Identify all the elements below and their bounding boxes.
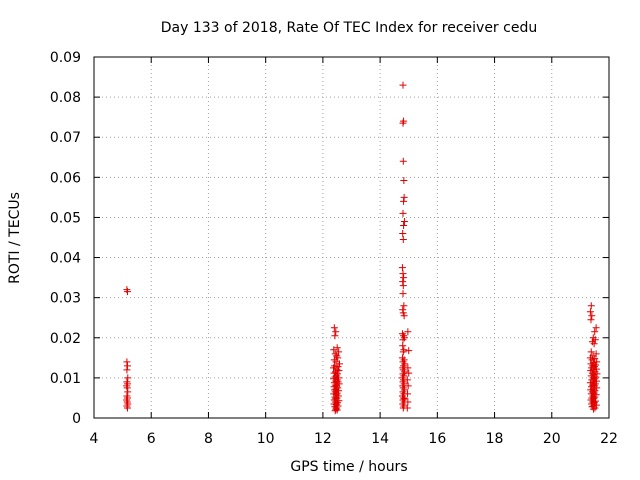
data-point	[586, 308, 594, 316]
data-point	[334, 363, 342, 371]
data-point	[404, 328, 412, 336]
data-point	[590, 405, 598, 413]
data-point	[332, 405, 340, 413]
data-point	[592, 397, 600, 405]
y-axis-label: ROTI / TECUs	[7, 192, 23, 284]
y-tick-label: 0	[72, 411, 81, 427]
data-point	[399, 236, 407, 244]
data-point	[123, 384, 131, 392]
y-tick-label: 0.09	[50, 50, 81, 66]
data-point	[400, 274, 408, 282]
data-point	[400, 217, 408, 225]
data-point	[403, 376, 411, 384]
data-point	[331, 332, 339, 340]
data-point	[124, 374, 132, 382]
y-tick-label: 0.02	[50, 331, 81, 347]
data-point	[400, 302, 408, 310]
data-point	[399, 306, 407, 314]
data-point	[400, 312, 408, 320]
x-tick-label: 10	[257, 431, 275, 447]
data-point	[404, 364, 412, 372]
data-point	[399, 119, 407, 127]
data-point	[404, 390, 412, 398]
data-point	[399, 348, 407, 356]
x-tick-label: 18	[486, 431, 504, 447]
x-tick-label: 8	[204, 431, 213, 447]
data-point	[399, 157, 407, 165]
data-point	[592, 324, 600, 332]
data-point	[400, 177, 408, 185]
data-point	[399, 278, 407, 286]
data-point	[399, 336, 407, 344]
data-point	[123, 358, 131, 366]
data-point	[399, 229, 407, 237]
y-tick-label: 0.05	[50, 210, 81, 226]
x-axis-ticks: 4 6 8 10 12 14 16 18 20 22	[90, 57, 618, 447]
data-point	[404, 398, 412, 406]
y-tick-label: 0.07	[50, 130, 81, 146]
data-point	[587, 316, 595, 324]
data-point	[399, 209, 407, 217]
data-point	[398, 264, 406, 272]
data-point	[399, 290, 407, 298]
data-point	[330, 324, 338, 332]
data-point	[593, 358, 601, 366]
data-point	[403, 404, 411, 412]
data-point	[592, 361, 600, 369]
data-point	[332, 328, 340, 336]
data-point	[399, 81, 407, 89]
data-points	[123, 81, 601, 415]
data-point	[399, 270, 407, 278]
data-point	[124, 388, 132, 396]
data-point	[330, 346, 338, 354]
data-point	[399, 282, 407, 290]
data-point	[123, 362, 131, 370]
data-point	[593, 370, 601, 378]
data-point	[401, 395, 409, 403]
data-point	[405, 369, 413, 377]
data-point	[400, 193, 408, 201]
data-point	[587, 348, 595, 356]
x-tick-label: 12	[314, 431, 332, 447]
data-point	[123, 404, 131, 412]
data-point	[335, 367, 343, 375]
x-tick-label: 16	[428, 431, 446, 447]
y-tick-label: 0.06	[50, 170, 81, 186]
y-tick-label: 0.01	[50, 371, 81, 387]
data-point	[123, 366, 131, 374]
axes-frame	[93, 56, 610, 419]
y-axis-ticks: 0 0.01 0.02 0.03 0.04 0.05 0.06 0.07 0.08 0.09	[50, 50, 609, 427]
data-point	[591, 404, 599, 412]
grid-lines	[94, 57, 609, 418]
x-tick-label: 4	[90, 431, 99, 447]
data-point	[399, 342, 407, 350]
x-tick-label: 22	[600, 431, 618, 447]
chart-title: Day 133 of 2018, Rate Of TEC Index for r…	[161, 20, 537, 36]
data-point	[404, 382, 412, 390]
data-point	[405, 347, 413, 355]
data-point	[331, 407, 339, 415]
data-point	[587, 302, 595, 310]
x-axis-label: GPS time / hours	[290, 459, 407, 475]
data-point	[591, 328, 599, 336]
data-point	[590, 340, 598, 348]
data-point	[588, 312, 596, 320]
data-point	[400, 197, 408, 205]
data-point	[589, 381, 597, 389]
data-point	[592, 373, 600, 381]
x-tick-label: 20	[543, 431, 561, 447]
plot-frame	[93, 56, 610, 419]
y-tick-label: 0.04	[50, 251, 81, 267]
x-tick-label: 14	[371, 431, 389, 447]
y-tick-label: 0.08	[50, 90, 81, 106]
y-tick-label: 0.03	[50, 291, 81, 307]
data-point	[400, 221, 408, 229]
data-point	[123, 288, 131, 296]
x-tick-label: 6	[147, 431, 156, 447]
